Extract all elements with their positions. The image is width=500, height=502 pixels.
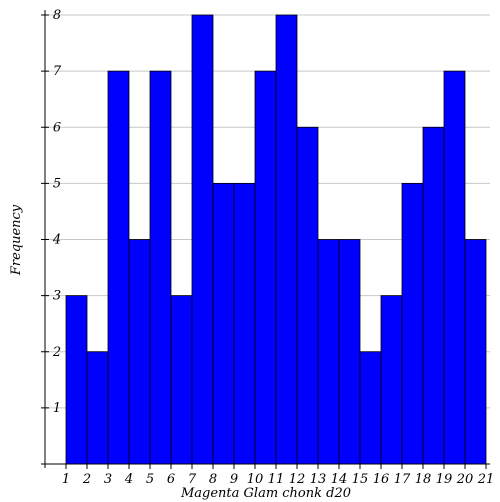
y-tick-label: 3 <box>53 289 61 304</box>
bar-14 <box>338 239 361 465</box>
bar-4 <box>128 239 151 465</box>
x-tick-label: 2 <box>82 472 91 487</box>
x-tick-label: 1 <box>62 472 70 487</box>
bar-20 <box>464 239 487 465</box>
bar-8 <box>212 182 235 465</box>
x-tick-label: 21 <box>477 472 495 487</box>
x-tick-label: 3 <box>104 472 112 487</box>
y-tick-label: 6 <box>53 120 61 135</box>
bar-3 <box>107 70 130 465</box>
y-axis-title: Frequency <box>9 204 24 276</box>
bar-12 <box>296 126 319 465</box>
bar-19 <box>443 70 466 465</box>
bar-7 <box>191 14 214 465</box>
bar-1 <box>65 295 88 465</box>
bar-17 <box>401 182 424 465</box>
y-tick-label: 5 <box>53 176 61 191</box>
bar-18 <box>422 126 445 465</box>
x-tick-label: 14 <box>331 472 348 487</box>
x-tick-label: 13 <box>310 472 327 487</box>
bar-2 <box>86 351 109 465</box>
bar-5 <box>149 70 172 465</box>
x-tick-label: 17 <box>394 472 411 487</box>
y-tick-label: 2 <box>52 345 61 360</box>
x-tick-label: 19 <box>436 472 453 487</box>
x-tick-label: 12 <box>289 472 306 487</box>
bar-16 <box>380 295 403 465</box>
bar-10 <box>254 70 277 465</box>
bar-11 <box>275 14 298 465</box>
x-tick-label: 10 <box>247 472 264 487</box>
x-tick-label: 16 <box>373 472 390 487</box>
x-tick-label: 6 <box>167 472 175 487</box>
x-tick-label: 4 <box>124 472 133 487</box>
bar-13 <box>317 239 340 465</box>
x-axis-title: Magenta Glam chonk d20 <box>180 486 351 501</box>
bar-15 <box>359 351 382 465</box>
y-tick-label: 8 <box>53 8 61 23</box>
x-tick-label: 8 <box>209 472 217 487</box>
bars <box>65 14 487 465</box>
x-tick-label: 11 <box>268 472 285 487</box>
y-tick-label: 1 <box>53 401 61 416</box>
x-tick-label: 5 <box>146 472 154 487</box>
bar-6 <box>170 295 193 465</box>
y-tick-label: 4 <box>52 233 61 248</box>
x-tick-label: 7 <box>188 472 197 487</box>
x-tick-label: 20 <box>456 472 474 487</box>
axes <box>41 10 490 469</box>
x-tick-label: 9 <box>230 472 238 487</box>
x-tick-label: 18 <box>415 472 432 487</box>
bar-9 <box>233 182 256 465</box>
x-tick-label: 15 <box>352 472 369 487</box>
y-tick-label: 7 <box>53 64 62 79</box>
